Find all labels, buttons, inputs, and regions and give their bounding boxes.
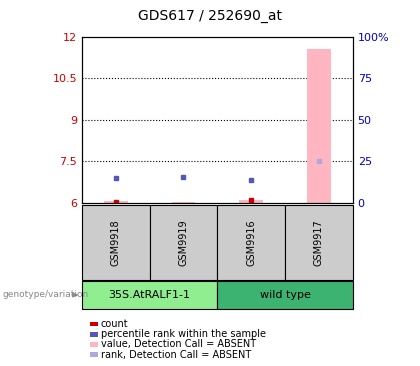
Text: wild type: wild type xyxy=(260,290,310,300)
Text: GSM9916: GSM9916 xyxy=(246,219,256,266)
Text: rank, Detection Call = ABSENT: rank, Detection Call = ABSENT xyxy=(101,350,251,360)
Bar xyxy=(307,49,331,203)
Text: GDS617 / 252690_at: GDS617 / 252690_at xyxy=(138,10,282,23)
Text: 35S.AtRALF1-1: 35S.AtRALF1-1 xyxy=(109,290,191,300)
Bar xyxy=(239,200,263,203)
Text: percentile rank within the sample: percentile rank within the sample xyxy=(101,329,266,339)
Text: genotype/variation: genotype/variation xyxy=(2,291,88,299)
Text: GSM9917: GSM9917 xyxy=(314,219,324,266)
Bar xyxy=(104,201,128,203)
Text: GSM9918: GSM9918 xyxy=(111,219,121,266)
Bar xyxy=(172,202,195,203)
Text: GSM9919: GSM9919 xyxy=(178,219,189,266)
Text: count: count xyxy=(101,319,129,329)
Text: value, Detection Call = ABSENT: value, Detection Call = ABSENT xyxy=(101,339,256,350)
